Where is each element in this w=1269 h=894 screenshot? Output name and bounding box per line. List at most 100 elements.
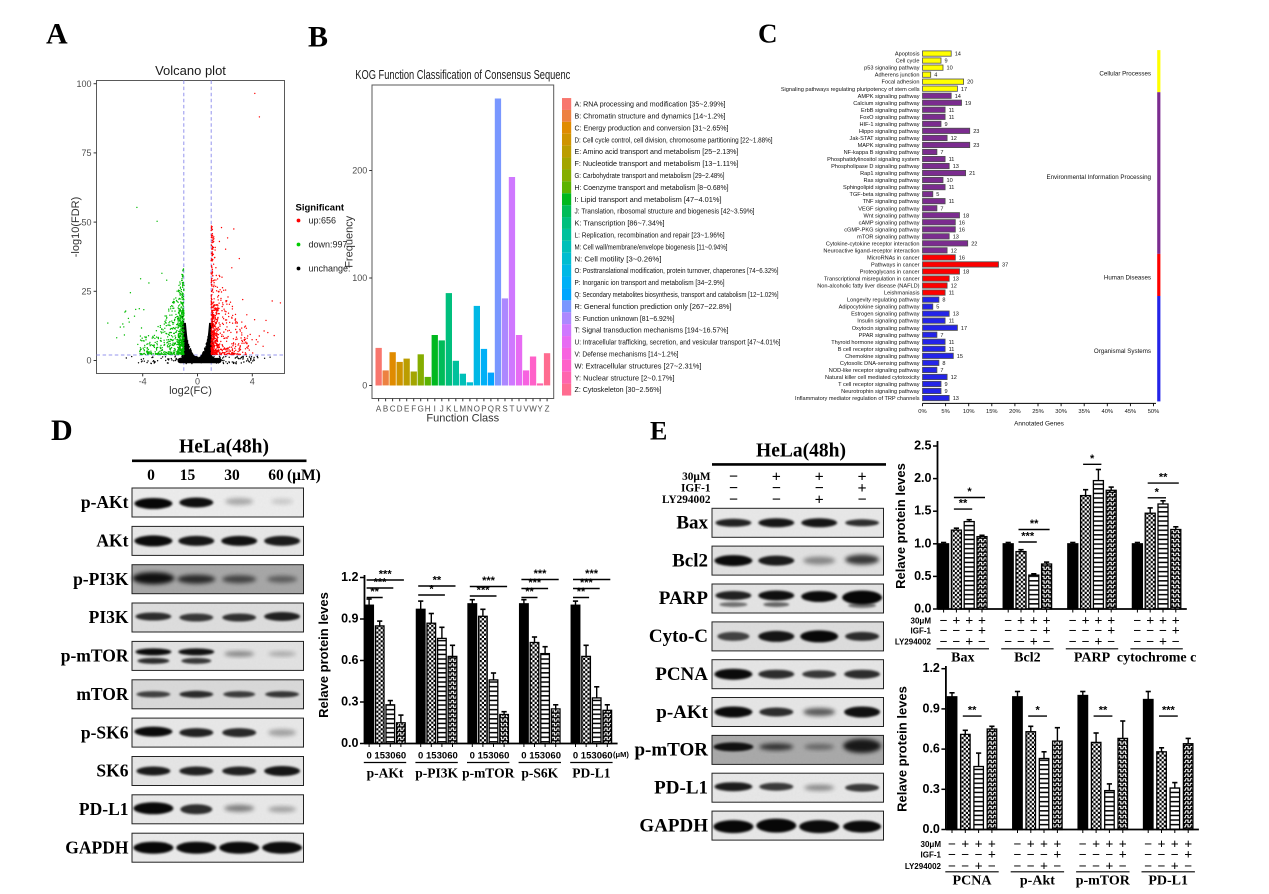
svg-text:+: + [965, 635, 973, 650]
svg-text:15: 15 [957, 354, 963, 360]
svg-text:+: + [1119, 848, 1127, 863]
svg-text:M: Cell wall/membrane/envelope: M: Cell wall/membrane/envelope biogenesi… [575, 244, 728, 251]
svg-text:12: 12 [951, 248, 957, 254]
svg-text:p-Akt: p-Akt [1020, 874, 1055, 889]
svg-text:+: + [772, 468, 781, 485]
svg-text:+: + [815, 492, 824, 509]
svg-text:15: 15 [478, 751, 489, 762]
svg-text:−: − [1069, 635, 1077, 650]
svg-text:0.3: 0.3 [923, 782, 940, 796]
svg-text:22: 22 [971, 241, 977, 247]
svg-text:37: 37 [1002, 263, 1008, 269]
svg-text:100: 100 [352, 273, 367, 283]
svg-text:(μM): (μM) [287, 467, 321, 484]
svg-text:+: + [961, 838, 969, 853]
svg-text:0.0: 0.0 [914, 602, 931, 616]
svg-text:−: − [1027, 860, 1035, 875]
svg-text:0: 0 [362, 381, 367, 391]
svg-text:Cell cycle: Cell cycle [896, 59, 920, 65]
svg-text:AKt: AKt [96, 531, 128, 551]
svg-text:18: 18 [963, 270, 969, 276]
svg-text:45%: 45% [1125, 409, 1137, 415]
svg-text:U: U [516, 405, 522, 414]
svg-text:−: − [1158, 860, 1166, 875]
svg-text:***: *** [1162, 705, 1176, 717]
svg-text:Chemokine signaling pathway: Chemokine signaling pathway [845, 354, 920, 360]
svg-text:−: − [729, 480, 738, 497]
svg-text:−: − [1053, 860, 1061, 875]
svg-text:0.0: 0.0 [341, 736, 358, 750]
svg-text:***: *** [477, 585, 491, 597]
svg-text:−: − [1144, 848, 1152, 863]
svg-text:Human Diseases: Human Diseases [1104, 275, 1151, 282]
svg-text:I: I [434, 405, 436, 414]
svg-text:Frequency: Frequency [343, 215, 355, 267]
svg-text:cytochrome c: cytochrome c [1117, 651, 1196, 666]
svg-text:−: − [975, 848, 983, 863]
svg-text:+: + [1040, 838, 1048, 853]
svg-text:9: 9 [945, 122, 948, 128]
svg-text:30: 30 [437, 751, 448, 762]
svg-text:23: 23 [973, 129, 979, 135]
svg-text:0.5: 0.5 [914, 569, 931, 583]
svg-text:Phospholipase D signaling path: Phospholipase D signaling pathway [831, 164, 920, 170]
svg-text:+: + [1171, 860, 1179, 875]
svg-text:Cytosolic DNA-sensing pathway: Cytosolic DNA-sensing pathway [840, 361, 920, 367]
svg-text:0: 0 [195, 377, 200, 387]
svg-text:IGF-1: IGF-1 [681, 483, 711, 495]
svg-text:−: − [952, 635, 960, 650]
svg-text:60: 60 [602, 751, 613, 762]
svg-text:O: Posttranslational modificat: O: Posttranslational modification, prote… [575, 268, 779, 275]
svg-text:PCNA: PCNA [953, 874, 993, 889]
svg-text:+: + [1030, 614, 1038, 629]
svg-text:18: 18 [963, 213, 969, 219]
svg-text:+: + [1119, 838, 1127, 853]
svg-text:60: 60 [499, 751, 510, 762]
svg-text:D: D [397, 405, 403, 414]
svg-text:17: 17 [961, 87, 967, 93]
svg-text:F: Nucleotide transport and me: F: Nucleotide transport and metabolism [… [575, 161, 739, 168]
svg-text:+: + [975, 838, 983, 853]
svg-text:SK6: SK6 [96, 761, 128, 781]
svg-text:Inflammatory mediator regulati: Inflammatory mediator regulation of TRP … [795, 396, 920, 402]
svg-text:8: 8 [942, 361, 945, 367]
svg-text:(μM): (μM) [613, 750, 629, 759]
svg-text:p-mTOR: p-mTOR [1076, 874, 1131, 889]
svg-text:Hippo signaling pathway: Hippo signaling pathway [859, 129, 920, 135]
svg-text:F: F [411, 405, 416, 414]
svg-text:+: + [1107, 624, 1115, 639]
svg-text:−: − [1014, 860, 1022, 875]
svg-text:log2(FC): log2(FC) [169, 385, 212, 397]
svg-text:−: − [1107, 635, 1115, 650]
svg-text:HeLa(48h): HeLa(48h) [756, 441, 846, 462]
svg-text:−: − [1027, 848, 1035, 863]
svg-text:p-mTOR: p-mTOR [61, 646, 129, 666]
svg-text:7: 7 [940, 150, 943, 156]
svg-text:30: 30 [224, 467, 240, 484]
svg-text:−: − [961, 848, 969, 863]
svg-text:0: 0 [470, 751, 475, 762]
svg-text:4: 4 [250, 377, 255, 387]
svg-text:***: *** [482, 575, 496, 587]
svg-text:Proteoglycans in cancer: Proteoglycans in cancer [860, 270, 920, 276]
svg-text:60: 60 [447, 751, 458, 762]
svg-text:*: * [1036, 705, 1041, 717]
svg-text:+: + [1094, 635, 1102, 650]
svg-text:15: 15 [581, 751, 592, 762]
svg-text:+: + [858, 468, 867, 485]
svg-text:p-AKt: p-AKt [656, 702, 708, 723]
svg-text:Relave protein leves: Relave protein leves [893, 463, 908, 589]
svg-text:KOG Function Classification of: KOG Function Classification of Consensus… [355, 67, 570, 82]
svg-text:**: ** [1159, 472, 1168, 484]
svg-text:0: 0 [86, 356, 91, 366]
svg-text:MAPK signaling pathway: MAPK signaling pathway [858, 143, 920, 149]
svg-text:A: RNA processing and modifica: A: RNA processing and modification [35~2… [575, 102, 726, 109]
svg-text:−: − [815, 480, 824, 497]
svg-text:−: − [1184, 860, 1192, 875]
svg-text:**: ** [968, 705, 977, 717]
svg-text:PD-L1: PD-L1 [79, 799, 129, 819]
svg-text:+: + [1184, 838, 1192, 853]
svg-text:−: − [1082, 624, 1090, 639]
svg-text:Ras signaling pathway: Ras signaling pathway [864, 178, 920, 184]
svg-text:up:656: up:656 [309, 216, 337, 226]
